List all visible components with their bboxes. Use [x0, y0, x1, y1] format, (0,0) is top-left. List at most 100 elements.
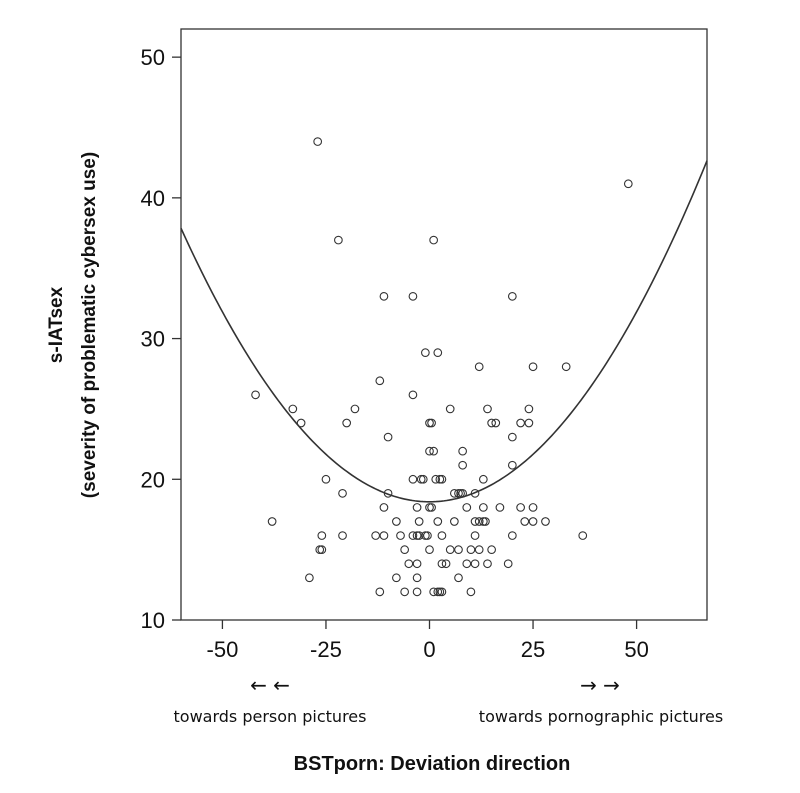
data-point — [429, 587, 438, 597]
x-tick-label: 50 — [624, 637, 648, 662]
data-point — [561, 362, 571, 372]
data-point — [427, 418, 436, 428]
data-point — [408, 292, 418, 301]
data-point — [408, 531, 418, 540]
data-point — [478, 474, 488, 484]
x-tick-label: -50 — [207, 637, 239, 662]
data-point — [483, 404, 492, 414]
data-point — [317, 531, 327, 540]
y-axis-label-main: s-IATsex — [46, 286, 67, 363]
towards-person-pictures-label: towards person pictures — [174, 707, 367, 726]
data-point — [470, 531, 480, 540]
data-point — [474, 545, 484, 554]
data-point — [375, 587, 385, 597]
y-tick-label: 50 — [141, 45, 165, 70]
data-point — [507, 432, 517, 442]
data-points — [251, 137, 633, 597]
data-point — [524, 404, 534, 414]
data-point — [516, 418, 525, 428]
y-tick-label: 10 — [141, 608, 165, 633]
data-point — [414, 517, 424, 526]
data-point — [507, 292, 517, 301]
data-point — [313, 137, 323, 146]
data-point — [267, 517, 277, 526]
data-point — [507, 531, 517, 540]
data-point — [392, 517, 401, 526]
data-point — [404, 559, 414, 569]
data-point — [412, 587, 422, 597]
y-tick-label: 30 — [141, 327, 165, 352]
data-point — [507, 460, 517, 470]
data-point — [315, 545, 325, 554]
axis-ticks: -50 -25 0 25 50 10 20 30 40 50 — [141, 45, 649, 662]
data-point — [437, 559, 447, 569]
data-point — [350, 404, 360, 414]
data-point — [408, 474, 418, 484]
data-point — [412, 573, 422, 583]
data-point — [433, 348, 443, 357]
data-point — [425, 446, 434, 456]
left-arrows: ← ← — [250, 673, 290, 697]
data-point — [528, 503, 538, 512]
data-point — [458, 460, 467, 470]
x-tick-label: 25 — [521, 637, 545, 662]
data-point — [414, 531, 424, 540]
data-point — [371, 531, 381, 540]
data-point — [379, 531, 389, 540]
data-point — [470, 517, 480, 526]
data-point — [578, 531, 588, 540]
data-point — [429, 446, 438, 456]
data-point — [503, 559, 513, 569]
data-point — [466, 587, 476, 597]
data-point — [458, 446, 467, 456]
data-point — [379, 503, 389, 512]
y-tick-label: 40 — [141, 186, 165, 211]
data-point — [470, 559, 480, 569]
x-tick-label: 0 — [423, 637, 435, 662]
data-point — [305, 573, 314, 583]
data-point — [338, 531, 347, 540]
data-point — [528, 517, 538, 526]
x-tick-label: -25 — [310, 637, 342, 662]
data-point — [483, 559, 492, 569]
data-point — [375, 376, 385, 386]
data-point — [441, 559, 451, 569]
data-point — [516, 503, 525, 512]
data-point — [421, 348, 430, 357]
data-point — [412, 503, 422, 512]
data-point — [520, 517, 530, 526]
data-point — [541, 517, 550, 526]
data-point — [321, 474, 331, 484]
data-point — [454, 573, 463, 583]
data-point — [487, 418, 496, 428]
data-point — [450, 517, 459, 526]
data-point — [445, 545, 455, 554]
data-point — [462, 503, 472, 512]
data-point — [400, 587, 410, 597]
data-point — [408, 390, 418, 400]
data-point — [433, 517, 443, 526]
plot-frame — [180, 28, 708, 621]
y-tick-label: 20 — [141, 467, 165, 492]
data-point — [450, 489, 459, 498]
data-point — [487, 545, 496, 554]
data-point — [481, 517, 490, 526]
data-point — [423, 531, 432, 540]
data-point — [431, 474, 441, 484]
data-point — [418, 474, 428, 484]
data-point — [474, 517, 484, 526]
y-axis-label-sub: (severity of problematic cybersex use) — [79, 152, 100, 498]
data-point — [466, 545, 476, 554]
data-point — [454, 545, 463, 554]
towards-pornographic-pictures-label: towards pornographic pictures — [479, 707, 723, 726]
data-point — [478, 503, 488, 512]
data-point — [288, 404, 298, 414]
data-point — [396, 531, 405, 540]
data-point — [528, 362, 538, 372]
data-point — [437, 474, 447, 484]
data-point — [462, 559, 472, 569]
data-point — [429, 235, 438, 245]
data-point — [412, 559, 422, 569]
data-point — [392, 573, 401, 583]
